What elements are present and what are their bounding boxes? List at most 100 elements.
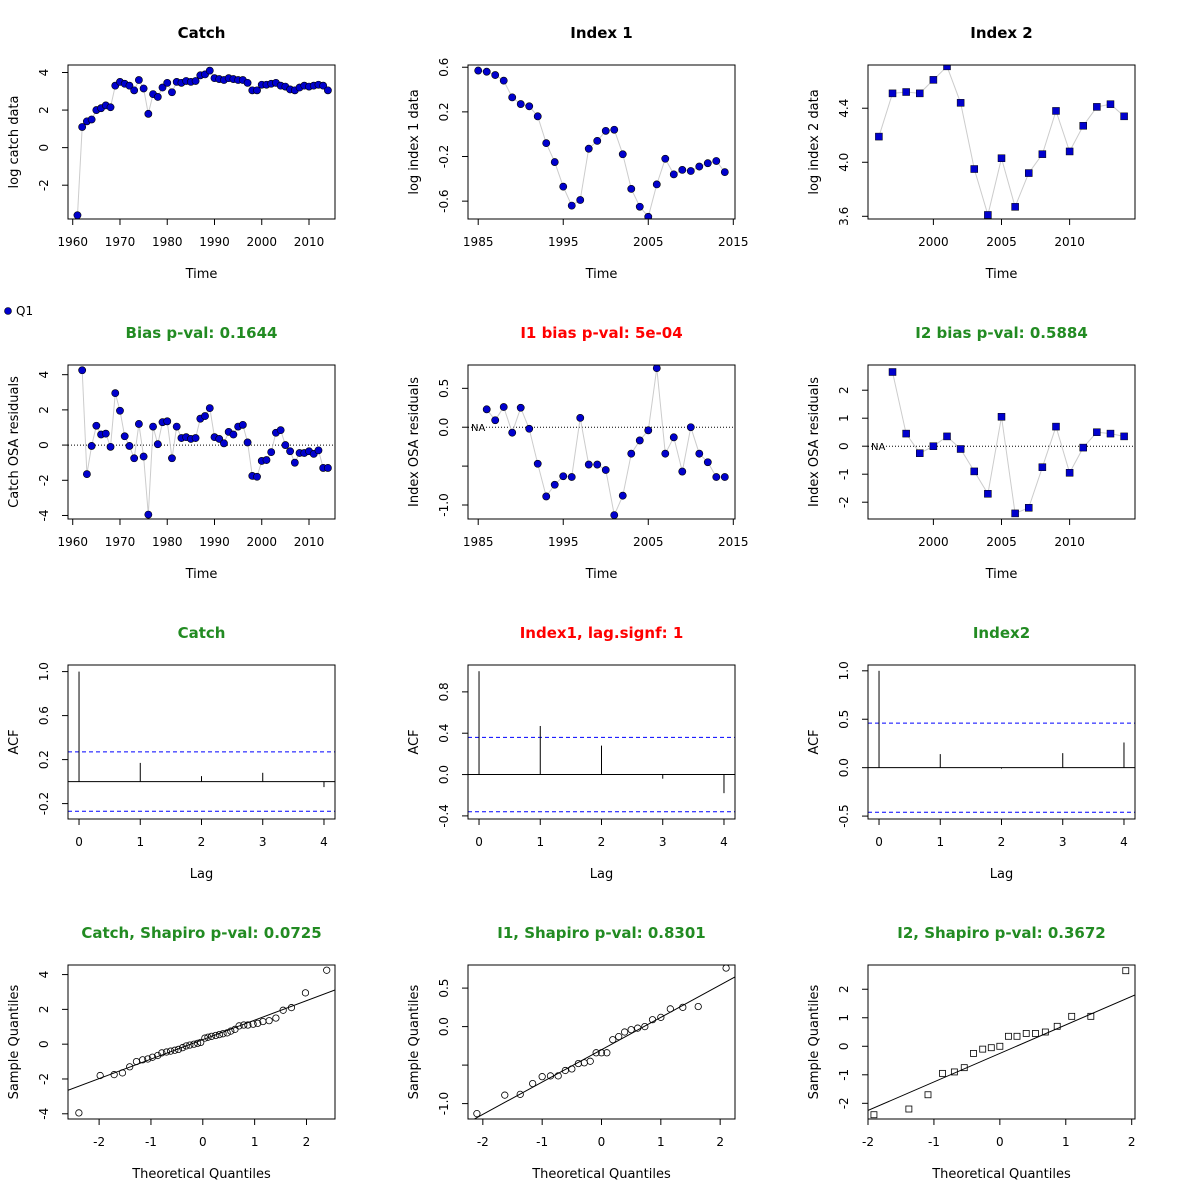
x-tick-label: 2 (198, 835, 206, 849)
data-point (168, 88, 176, 97)
data-point (101, 429, 110, 438)
x-tick-label: -2 (93, 1135, 105, 1149)
x-axis-label: Time (185, 567, 218, 582)
qq-point (501, 1091, 509, 1099)
qq-point (178, 1044, 187, 1052)
qq-point (939, 1069, 946, 1077)
data-point (695, 162, 704, 171)
qq-point (666, 1005, 674, 1013)
y-tick-label: 4 (37, 371, 51, 379)
data-point (201, 412, 209, 420)
data-point (267, 448, 276, 457)
data-point (720, 168, 729, 177)
qq-point (272, 1014, 280, 1022)
panel-grid: Catch Time log catch data 1960 1970 1980 1990 2… (7, 24, 1136, 1182)
x-tick-label: 1960 (57, 235, 88, 249)
plot-area (68, 366, 335, 519)
data-point (627, 184, 636, 193)
data-point (139, 452, 148, 461)
data-point (997, 154, 1006, 162)
y-axis-label: log catch data (7, 96, 22, 189)
x-tick-label: -2 (862, 1135, 874, 1149)
data-point (669, 433, 678, 442)
x-tick-label: 1 (136, 835, 144, 849)
data-point (168, 454, 176, 463)
x-axis-label: Theoretical Quantiles (531, 1167, 671, 1182)
qq-point (568, 1065, 576, 1073)
qq-point (627, 1026, 635, 1034)
x-tick-label: 2005 (633, 535, 664, 549)
qq-point (694, 1002, 702, 1011)
data-point (1106, 100, 1115, 108)
panel-title: Index 2 (970, 24, 1033, 42)
data-point (130, 454, 139, 463)
data-point (956, 99, 965, 107)
data-point (111, 389, 120, 398)
qq-point (323, 966, 331, 974)
qq-point (231, 1025, 239, 1033)
qq-point (586, 1057, 594, 1065)
plot-frame (67, 64, 336, 220)
qq-point (634, 1024, 642, 1032)
qq-point (950, 1068, 958, 1076)
panel-7: Catch Lag ACF 0 1 2 3 4 -0.2 0.2 0.6 1.0 (7, 624, 336, 882)
data-point (1120, 432, 1128, 441)
data-point (576, 196, 585, 204)
plot-area (68, 671, 335, 812)
data-point (1024, 169, 1033, 177)
qq-point (516, 1090, 524, 1098)
x-axis-label: Time (585, 267, 618, 282)
y-axis-label: Catch OSA residuals (7, 376, 22, 508)
data-point (669, 170, 678, 179)
x-tick-label: 2005 (633, 235, 664, 249)
data-point (125, 442, 134, 450)
panel-title: Catch, Shapiro p-val: 0.0725 (81, 924, 321, 942)
data-point (205, 66, 214, 75)
qq-point (473, 1110, 481, 1118)
qq-reference-line (68, 989, 335, 1091)
x-tick-label: 1 (536, 835, 544, 849)
qq-point (615, 1033, 623, 1041)
data-point (695, 449, 704, 458)
x-tick-label: 0 (199, 1135, 207, 1149)
data-point (618, 491, 627, 500)
data-point (1038, 150, 1047, 158)
panel-title: Index 1 (570, 24, 633, 42)
panel-title: I2, Shapiro p-val: 0.3672 (897, 924, 1105, 942)
qq-point (987, 1044, 995, 1052)
na-label: NA (471, 423, 485, 434)
y-tick-label: 0 (37, 441, 51, 449)
qq-point (546, 1072, 555, 1080)
data-point (1120, 112, 1128, 121)
data-point (916, 89, 924, 98)
qq-point (960, 1064, 968, 1072)
data-point (482, 67, 491, 76)
qq-point (144, 1055, 152, 1063)
y-tick-label: 0.0 (437, 418, 451, 437)
data-point (618, 150, 627, 159)
data-point (508, 93, 517, 102)
qq-point (603, 1049, 611, 1057)
qq-reference-line (868, 994, 1135, 1111)
panel-title: Index1, lag.signf: 1 (520, 624, 684, 642)
data-point (191, 77, 200, 85)
x-tick-label: 2000 (918, 235, 949, 249)
y-tick-label: -0.2 (37, 792, 51, 815)
x-tick-label: 4 (1120, 835, 1128, 849)
x-axis-label: Time (985, 567, 1018, 582)
y-tick-label: 0.6 (37, 706, 51, 725)
plot-area (473, 965, 735, 1119)
x-tick-label: 2015 (718, 235, 749, 249)
data-point (1052, 422, 1060, 431)
y-axis-label: ACF (7, 729, 22, 754)
x-tick-label: 2000 (246, 235, 277, 249)
data-point (125, 81, 134, 90)
x-tick-label: 1985 (463, 235, 494, 249)
plot-frame (467, 364, 736, 520)
qq-point (174, 1045, 183, 1053)
y-axis-label: Sample Quantiles (7, 984, 22, 1099)
x-tick-label: 1 (251, 1135, 259, 1149)
panel-11: I1, Shapiro p-val: 0.8301 Theoretical Qua… (407, 924, 736, 1182)
x-tick-label: 2005 (986, 535, 1017, 549)
data-point (120, 432, 129, 441)
